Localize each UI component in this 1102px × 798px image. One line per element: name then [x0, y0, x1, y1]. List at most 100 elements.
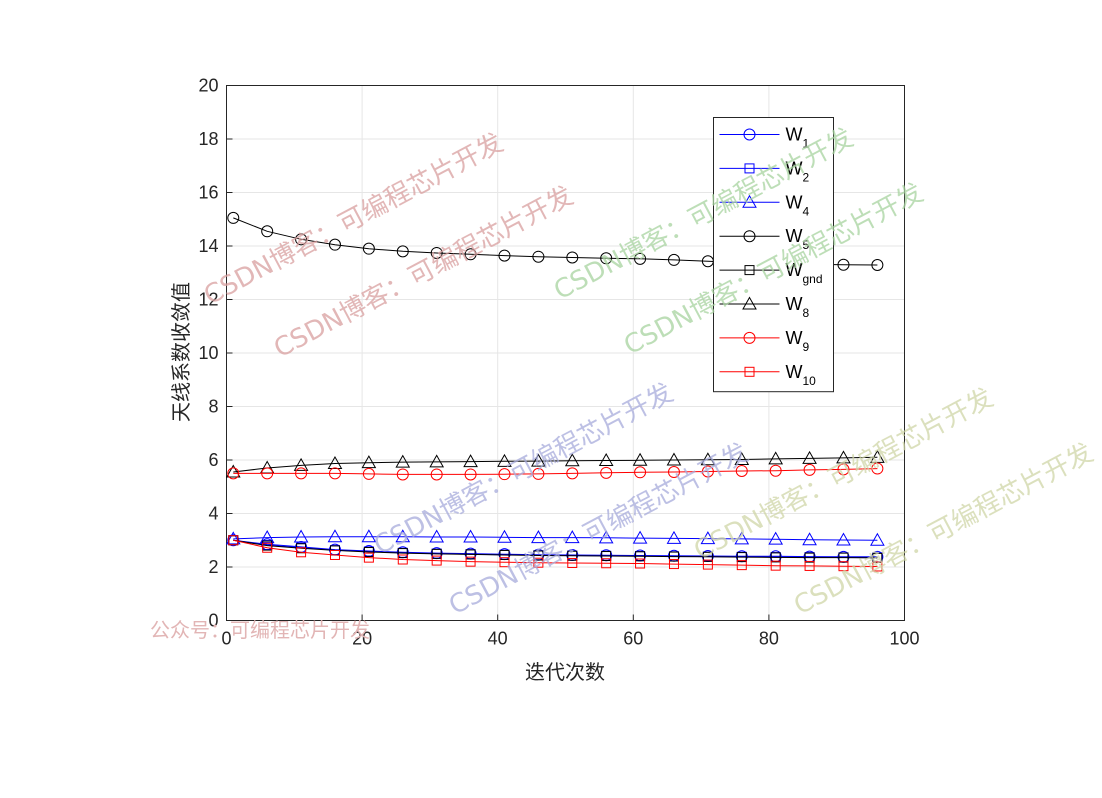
data-point-w9 — [396, 468, 409, 481]
watermark-blog-red-2: CSDN博客：可编程芯片开发 — [269, 181, 578, 364]
series-line-w10 — [233, 539, 878, 567]
data-point-w10 — [567, 557, 578, 568]
legend-marker — [744, 163, 755, 174]
data-point-wgnd — [431, 548, 442, 559]
series-w10 — [228, 535, 883, 572]
data-point-w10 — [872, 561, 883, 572]
data-point-w4 — [564, 530, 580, 544]
data-point-w10 — [397, 554, 408, 565]
series-line-w8 — [233, 456, 878, 473]
watermark-footer: 公众号：可编程芯片开发 — [150, 618, 370, 642]
data-point-w5 — [532, 250, 545, 263]
data-point-w4 — [395, 529, 411, 543]
legend-label: W — [786, 328, 803, 348]
y-tick-label: 12 — [198, 290, 218, 310]
data-point-w4 — [225, 531, 241, 545]
data-point-w8 — [463, 454, 478, 468]
legend-label-subscript: 5 — [803, 238, 810, 252]
legend-marker — [743, 331, 756, 344]
legend-label-subscript: 1 — [803, 137, 810, 151]
legend-label: W — [786, 260, 803, 280]
data-point-w9 — [600, 466, 613, 479]
legend-label-subscript: 4 — [803, 204, 810, 218]
y-tick-label: 16 — [198, 183, 218, 203]
data-point-w5 — [396, 245, 409, 258]
data-point-w5 — [667, 253, 680, 266]
data-point-w10 — [804, 560, 815, 571]
data-point-w9 — [634, 466, 647, 479]
legend-marker — [744, 366, 755, 377]
data-point-w9 — [532, 467, 545, 480]
legend-label-subscript: gnd — [803, 272, 823, 286]
data-point-wgnd — [567, 550, 578, 561]
data-point-w4 — [870, 532, 885, 546]
data-point-w8 — [395, 454, 411, 468]
data-point-w4 — [361, 529, 377, 543]
data-point-w8 — [768, 451, 784, 465]
series-w4 — [225, 529, 885, 546]
watermark-blog-red: CSDN博客：可编程芯片开发 — [199, 128, 508, 311]
legend-marker — [744, 265, 755, 276]
x-tick-label: 0 — [221, 629, 231, 649]
data-point-w8 — [361, 455, 377, 469]
data-point-w8 — [327, 455, 343, 469]
data-point-w5 — [600, 252, 613, 265]
data-point-w9 — [362, 467, 375, 480]
data-point-w10 — [838, 561, 849, 572]
y-tick-label: 0 — [208, 611, 218, 631]
data-point-w8 — [734, 451, 750, 465]
y-axis-label: 天线系数收敛值 — [169, 282, 193, 422]
data-point-w10 — [431, 555, 442, 566]
data-point-w10 — [363, 552, 374, 563]
series-layer — [225, 211, 885, 572]
data-point-w10 — [228, 535, 239, 546]
data-point-w9 — [261, 467, 274, 480]
data-point-w9 — [295, 467, 308, 480]
data-point-w10 — [736, 560, 747, 571]
x-tick-label: 80 — [759, 629, 779, 649]
data-point-w5 — [871, 258, 884, 271]
y-tick-label: 2 — [208, 557, 218, 577]
data-point-w10 — [702, 559, 713, 570]
data-point-w10 — [533, 557, 544, 568]
data-point-w10 — [770, 560, 781, 571]
legend-label: W — [786, 226, 803, 246]
data-point-w10 — [601, 558, 612, 569]
data-point-w4 — [836, 532, 851, 546]
y-tick-label: 14 — [198, 236, 218, 256]
data-point-w4 — [802, 532, 817, 546]
data-point-wgnd — [668, 551, 679, 562]
data-point-w5 — [566, 251, 579, 264]
data-point-w4 — [463, 529, 478, 543]
y-tick-label: 8 — [208, 397, 218, 417]
y-tick-label: 10 — [198, 343, 218, 363]
data-point-w10 — [296, 547, 307, 558]
legend-label-subscript: 8 — [803, 306, 810, 320]
data-point-w8 — [564, 453, 580, 467]
legend-box — [713, 117, 834, 393]
legend-label: W — [786, 158, 803, 178]
data-point-w9 — [667, 466, 680, 479]
data-point-w4 — [734, 531, 750, 545]
data-point-w4 — [293, 529, 309, 543]
data-point-w9 — [803, 463, 816, 476]
data-point-w1 — [227, 534, 240, 547]
legend-label-subscript: 9 — [803, 340, 810, 354]
data-point-w9 — [735, 464, 748, 477]
x-axis-label: 迭代次数 — [525, 660, 605, 684]
legend-label-subscript: 2 — [803, 170, 810, 184]
data-point-w8 — [836, 450, 851, 464]
data-point-w8 — [531, 453, 546, 467]
x-tick-label: 40 — [488, 629, 508, 649]
legend-label: W — [786, 192, 803, 212]
data-point-wgnd — [499, 549, 510, 560]
data-point-w9 — [227, 467, 240, 480]
